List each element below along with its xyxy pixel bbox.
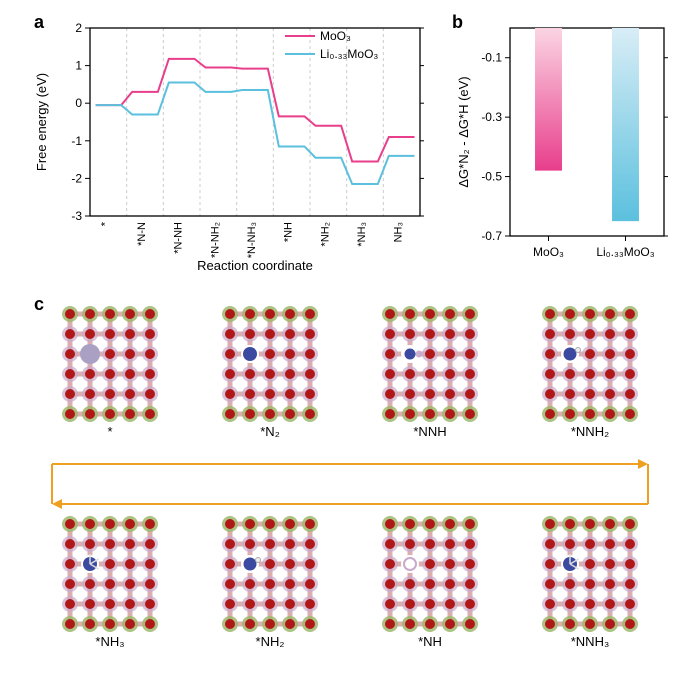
- svg-text:*: *: [99, 221, 111, 226]
- svg-text:*N-NH: *N-NH: [173, 222, 185, 254]
- svg-text:*N-NH₃: *N-NH₃: [246, 222, 258, 258]
- svg-text:*NH₃: *NH₃: [95, 634, 124, 649]
- svg-text:*NNH: *NNH: [413, 424, 446, 439]
- svg-text:Free energy (eV): Free energy (eV): [34, 73, 49, 171]
- svg-text:-2: -2: [71, 171, 82, 185]
- svg-text:*NNH₃: *NNH₃: [571, 634, 610, 649]
- svg-text:Reaction coordinate: Reaction coordinate: [197, 258, 313, 273]
- svg-text:*NH₂: *NH₂: [319, 222, 331, 246]
- svg-text:2: 2: [75, 21, 82, 35]
- svg-text:-0.1: -0.1: [481, 51, 502, 65]
- svg-text:-3: -3: [71, 209, 82, 223]
- svg-text:*N₂: *N₂: [260, 424, 280, 439]
- svg-text:*NH: *NH: [418, 634, 442, 649]
- svg-text:MoO₃: MoO₃: [533, 245, 564, 259]
- svg-text:Li₀.₃₃MoO₃: Li₀.₃₃MoO₃: [596, 245, 654, 259]
- svg-text:-0.5: -0.5: [481, 170, 502, 184]
- panel-a-chart: -3 -2 -1 0 1 2 * *N-N *N-NH *N-NH₂ *N-NH₃ *NH *NH₂ *N…: [30, 6, 440, 276]
- svg-text:*N-N: *N-N: [136, 222, 148, 246]
- svg-text:*NNH₂: *NNH₂: [571, 424, 609, 439]
- svg-text:*NH: *NH: [283, 222, 295, 242]
- svg-text:-0.3: -0.3: [481, 110, 502, 124]
- svg-text:-1: -1: [71, 134, 82, 148]
- svg-text:0: 0: [75, 96, 82, 110]
- panel-b-chart: -0.7 -0.5 -0.3 -0.1 MoO₃ Li₀.₃₃MoO₃ ΔG*N₂ - ΔG…: [452, 6, 674, 276]
- svg-text:*N-NH₂: *N-NH₂: [209, 222, 221, 258]
- svg-text:*NH₃: *NH₃: [356, 222, 368, 247]
- svg-text:MoO₃: MoO₃: [320, 29, 351, 43]
- svg-text:*NH₂: *NH₂: [256, 634, 285, 649]
- svg-text:Li₀.₃₃MoO₃: Li₀.₃₃MoO₃: [320, 47, 378, 61]
- svg-text:NH₃: NH₃: [393, 222, 405, 242]
- svg-text:-0.7: -0.7: [481, 229, 502, 243]
- svg-text:*: *: [107, 424, 112, 439]
- svg-text:1: 1: [75, 59, 82, 73]
- panel-c-diagram: * *N₂ *NNH *NNH₂ *NH₃ *NH₂ *NH *NNH₃: [0, 292, 686, 690]
- svg-text:ΔG*N₂ - ΔG*H (eV): ΔG*N₂ - ΔG*H (eV): [456, 76, 471, 187]
